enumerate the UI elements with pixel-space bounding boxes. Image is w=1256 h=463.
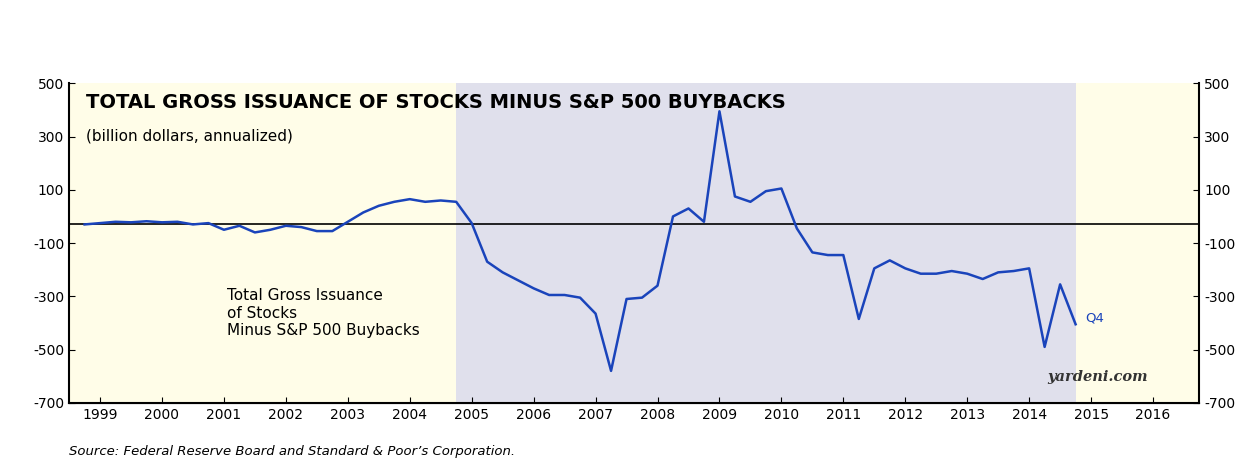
Text: Q4: Q4	[1085, 311, 1104, 324]
Text: yardeni.com: yardeni.com	[1048, 369, 1148, 384]
Text: Source: Federal Reserve Board and Standard & Poor’s Corporation.: Source: Federal Reserve Board and Standa…	[69, 445, 515, 458]
Text: (billion dollars, annualized): (billion dollars, annualized)	[85, 128, 293, 143]
Text: Total Gross Issuance
of Stocks
Minus S&P 500 Buybacks: Total Gross Issuance of Stocks Minus S&P…	[227, 288, 420, 338]
Bar	[456, 83, 1075, 403]
Text: TOTAL GROSS ISSUANCE OF STOCKS MINUS S&P 500 BUYBACKS: TOTAL GROSS ISSUANCE OF STOCKS MINUS S&P…	[85, 93, 786, 112]
